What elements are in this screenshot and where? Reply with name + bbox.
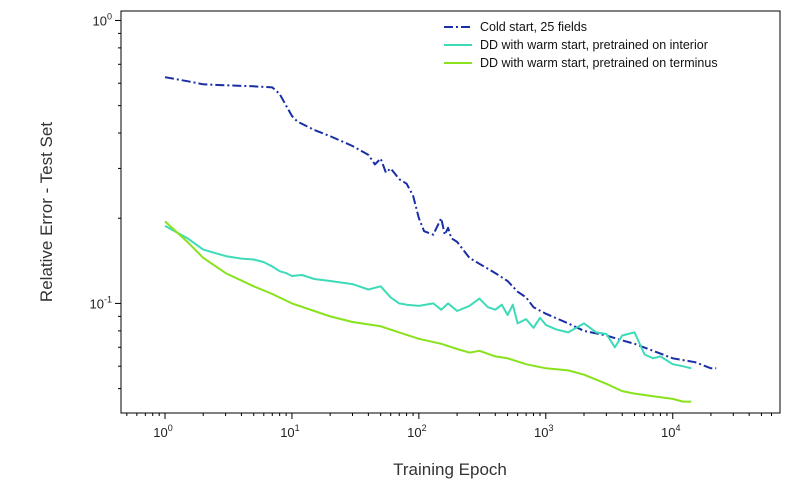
major-ticks [115, 19, 674, 419]
x-tick-label: 104 [661, 423, 680, 440]
x-axis-label: Training Epoch [393, 460, 507, 479]
minor-ticks [118, 32, 773, 416]
y-tick-label: 100 [93, 11, 112, 28]
legend-label-3: DD with warm start, pretrained on termin… [480, 56, 718, 70]
legend: Cold start, 25 fields DD with warm start,… [444, 20, 718, 70]
legend-label-2: DD with warm start, pretrained on interi… [480, 38, 708, 52]
y-tick-label: 10-1 [90, 294, 112, 311]
series-line-3 [164, 220, 692, 403]
y-tick-labels: 100 10-1 [90, 11, 112, 311]
legend-label-1: Cold start, 25 fields [480, 20, 587, 34]
series-line-1 [164, 76, 717, 370]
x-tick-label: 102 [407, 423, 426, 440]
x-tick-label: 101 [280, 423, 299, 440]
plot-frame [120, 10, 781, 414]
x-tick-label: 100 [153, 423, 172, 440]
series-line-2 [164, 225, 692, 370]
x-tick-labels: 100 101 102 103 104 [153, 423, 680, 440]
series-lines [164, 76, 717, 403]
x-tick-label: 103 [534, 423, 553, 440]
y-axis-label: Relative Error - Test Set [37, 122, 56, 302]
